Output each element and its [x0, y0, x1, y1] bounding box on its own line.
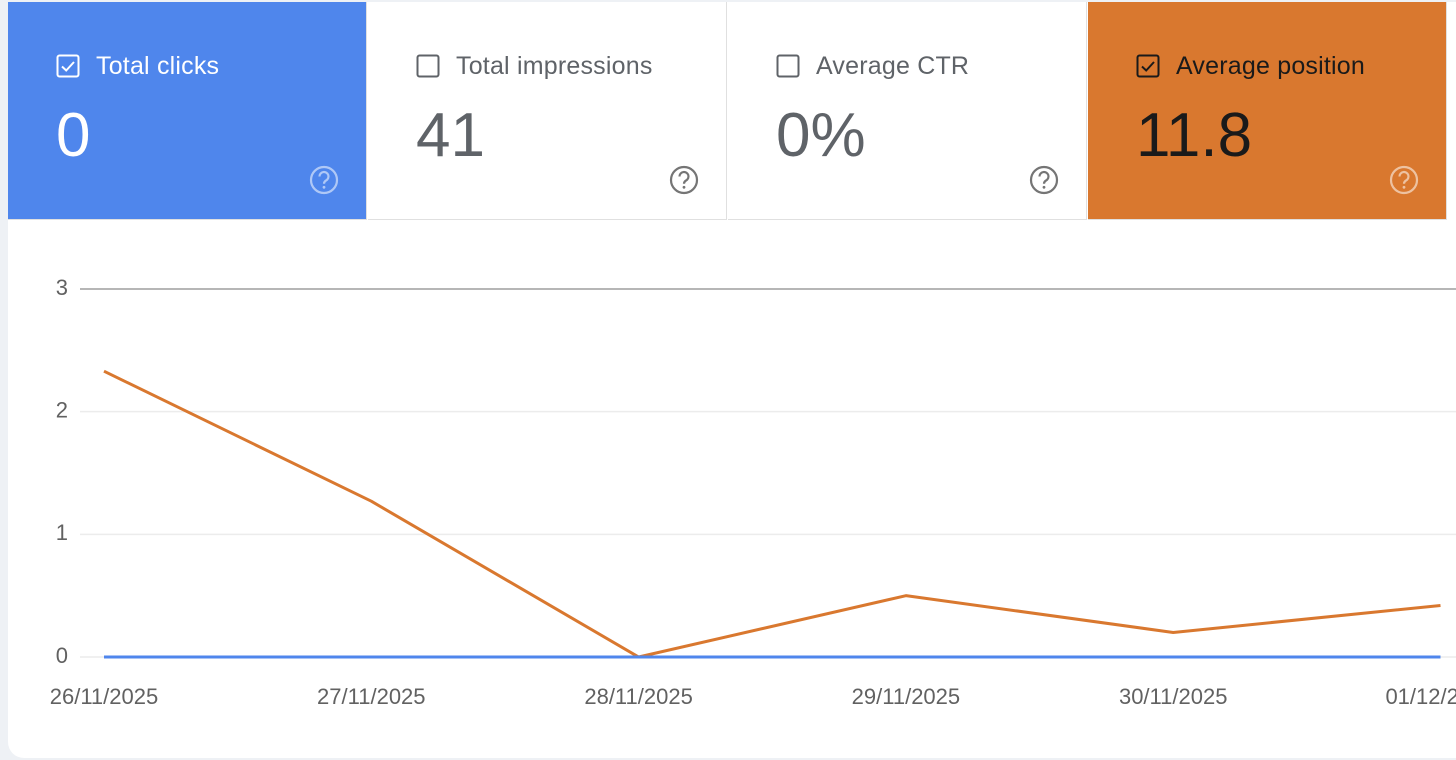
- metric-value: 0: [56, 101, 91, 170]
- series-line: [103, 369, 1441, 659]
- help-dot: [1402, 185, 1406, 189]
- checkbox[interactable]: [56, 54, 80, 78]
- metric-value: 11.8: [1136, 101, 1253, 170]
- metric-card[interactable]: Average position 11.8: [1088, 2, 1447, 220]
- y-tick-label: 3: [56, 275, 68, 300]
- metric-card[interactable]: Average CTR 0%: [728, 2, 1087, 220]
- x-tick-label: 29/11/2025: [852, 684, 960, 709]
- checkbox-frame: [1136, 54, 1160, 78]
- checkbox-frame: [776, 54, 800, 78]
- help-dot: [322, 185, 326, 189]
- help-mark: [678, 170, 690, 184]
- metric-label: Average position: [1176, 52, 1365, 80]
- x-tick-label: 01/12/2025: [1385, 684, 1456, 709]
- help-circle: [1389, 165, 1419, 195]
- metric-label: Total impressions: [456, 52, 653, 80]
- help-mark: [1398, 170, 1410, 184]
- help-mark: [318, 170, 330, 184]
- performance-panel: Total clicks 0 Total impressions 41 Average …: [8, 2, 1456, 758]
- y-tick-label: 0: [56, 643, 68, 668]
- checkbox-frame: [56, 54, 80, 78]
- metric-card[interactable]: Total clicks 0: [8, 2, 367, 220]
- checkbox[interactable]: [776, 54, 800, 78]
- y-tick-label: 1: [56, 520, 68, 545]
- x-tick-label: 30/11/2025: [1119, 684, 1227, 709]
- help-dot: [682, 185, 686, 189]
- help-icon[interactable]: [1028, 164, 1060, 196]
- y-tick-label: 2: [56, 397, 68, 422]
- metric-label: Average CTR: [816, 52, 970, 80]
- x-tick-label: 27/11/2025: [317, 684, 425, 709]
- help-icon[interactable]: [668, 164, 700, 196]
- help-mark: [1038, 170, 1050, 184]
- help-circle: [309, 165, 339, 195]
- x-tick-label: 26/11/2025: [50, 684, 158, 709]
- checkmark: [1141, 61, 1155, 72]
- help-icon[interactable]: [1388, 164, 1420, 196]
- x-tick-label: 28/11/2025: [584, 684, 692, 709]
- chart: 0 1 2 3 26/11/2025 27/11/2025 28/11/2025 29/11/…: [50, 275, 1456, 709]
- help-dot: [1042, 185, 1046, 189]
- checkmark: [61, 61, 75, 72]
- metric-card[interactable]: Total impressions 41: [368, 2, 727, 220]
- metric-value: 41: [416, 101, 485, 170]
- metric-label: Total clicks: [96, 52, 220, 80]
- help-circle: [669, 165, 699, 195]
- checkbox-frame: [416, 54, 440, 78]
- help-icon[interactable]: [308, 164, 340, 196]
- checkbox[interactable]: [416, 54, 440, 78]
- metric-value: 0%: [776, 101, 866, 170]
- help-circle: [1029, 165, 1059, 195]
- checkbox[interactable]: [1136, 54, 1160, 78]
